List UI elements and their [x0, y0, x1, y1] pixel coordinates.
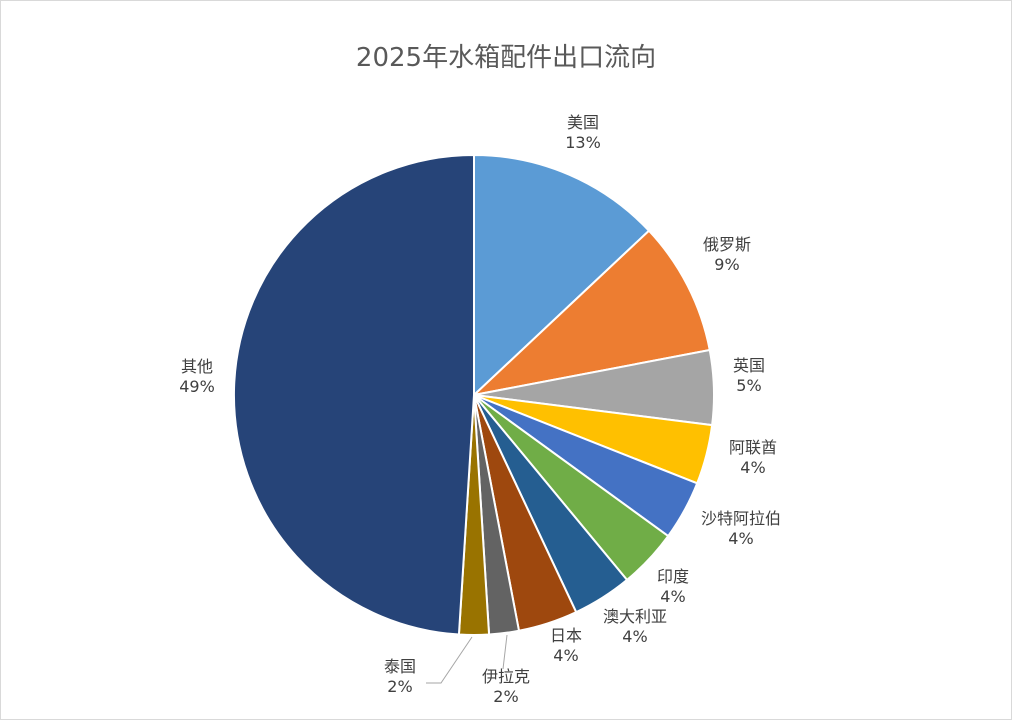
- slice-percent: 9%: [714, 255, 739, 274]
- slice-name: 伊拉克: [482, 667, 530, 686]
- slice-name: 印度: [657, 567, 689, 586]
- slice-name: 日本: [550, 626, 582, 645]
- slice-label-8: 伊拉克 2%: [482, 667, 530, 706]
- slice-percent: 2%: [387, 677, 412, 696]
- leader-line-9: [426, 636, 473, 684]
- slice-name: 俄罗斯: [703, 235, 751, 254]
- slice-name: 美国: [567, 113, 599, 132]
- slice-label-1: 俄罗斯 9%: [703, 235, 751, 274]
- slice-label-7: 日本 4%: [550, 626, 582, 665]
- slice-name: 其他: [181, 357, 213, 376]
- slice-name: 英国: [733, 356, 765, 375]
- slice-percent: 49%: [179, 377, 215, 396]
- leader-line-8: [502, 634, 508, 670]
- slice-percent: 4%: [660, 587, 685, 606]
- slice-percent: 13%: [565, 133, 601, 152]
- slice-label-2: 英国 5%: [733, 356, 765, 395]
- slice-percent: 4%: [622, 627, 647, 646]
- slice-percent: 4%: [553, 646, 578, 665]
- slice-label-6: 澳大利亚 4%: [603, 607, 667, 646]
- slice-label-9: 泰国 2%: [384, 657, 416, 696]
- pie-slice-0: [473, 153, 651, 398]
- slice-percent: 4%: [740, 458, 765, 477]
- slice-name: 阿联酋: [729, 438, 777, 457]
- slice-label-10: 其他 49%: [179, 357, 215, 396]
- slice-label-0: 美国 13%: [565, 113, 601, 152]
- chart-title: 2025年水箱配件出口流向: [355, 43, 657, 73]
- slice-percent: 5%: [736, 376, 761, 395]
- slice-percent: 2%: [493, 687, 518, 706]
- slice-percent: 4%: [728, 529, 753, 548]
- slice-name: 澳大利亚: [603, 607, 667, 626]
- slice-label-5: 印度 4%: [657, 567, 689, 606]
- slice-name: 泰国: [384, 657, 416, 676]
- slice-name: 沙特阿拉伯: [701, 509, 781, 528]
- pie-slice-1: [470, 229, 711, 397]
- slice-label-3: 阿联酋 4%: [729, 438, 777, 477]
- pie-slice-10: [232, 153, 475, 636]
- slice-label-4: 沙特阿拉伯 4%: [701, 509, 781, 548]
